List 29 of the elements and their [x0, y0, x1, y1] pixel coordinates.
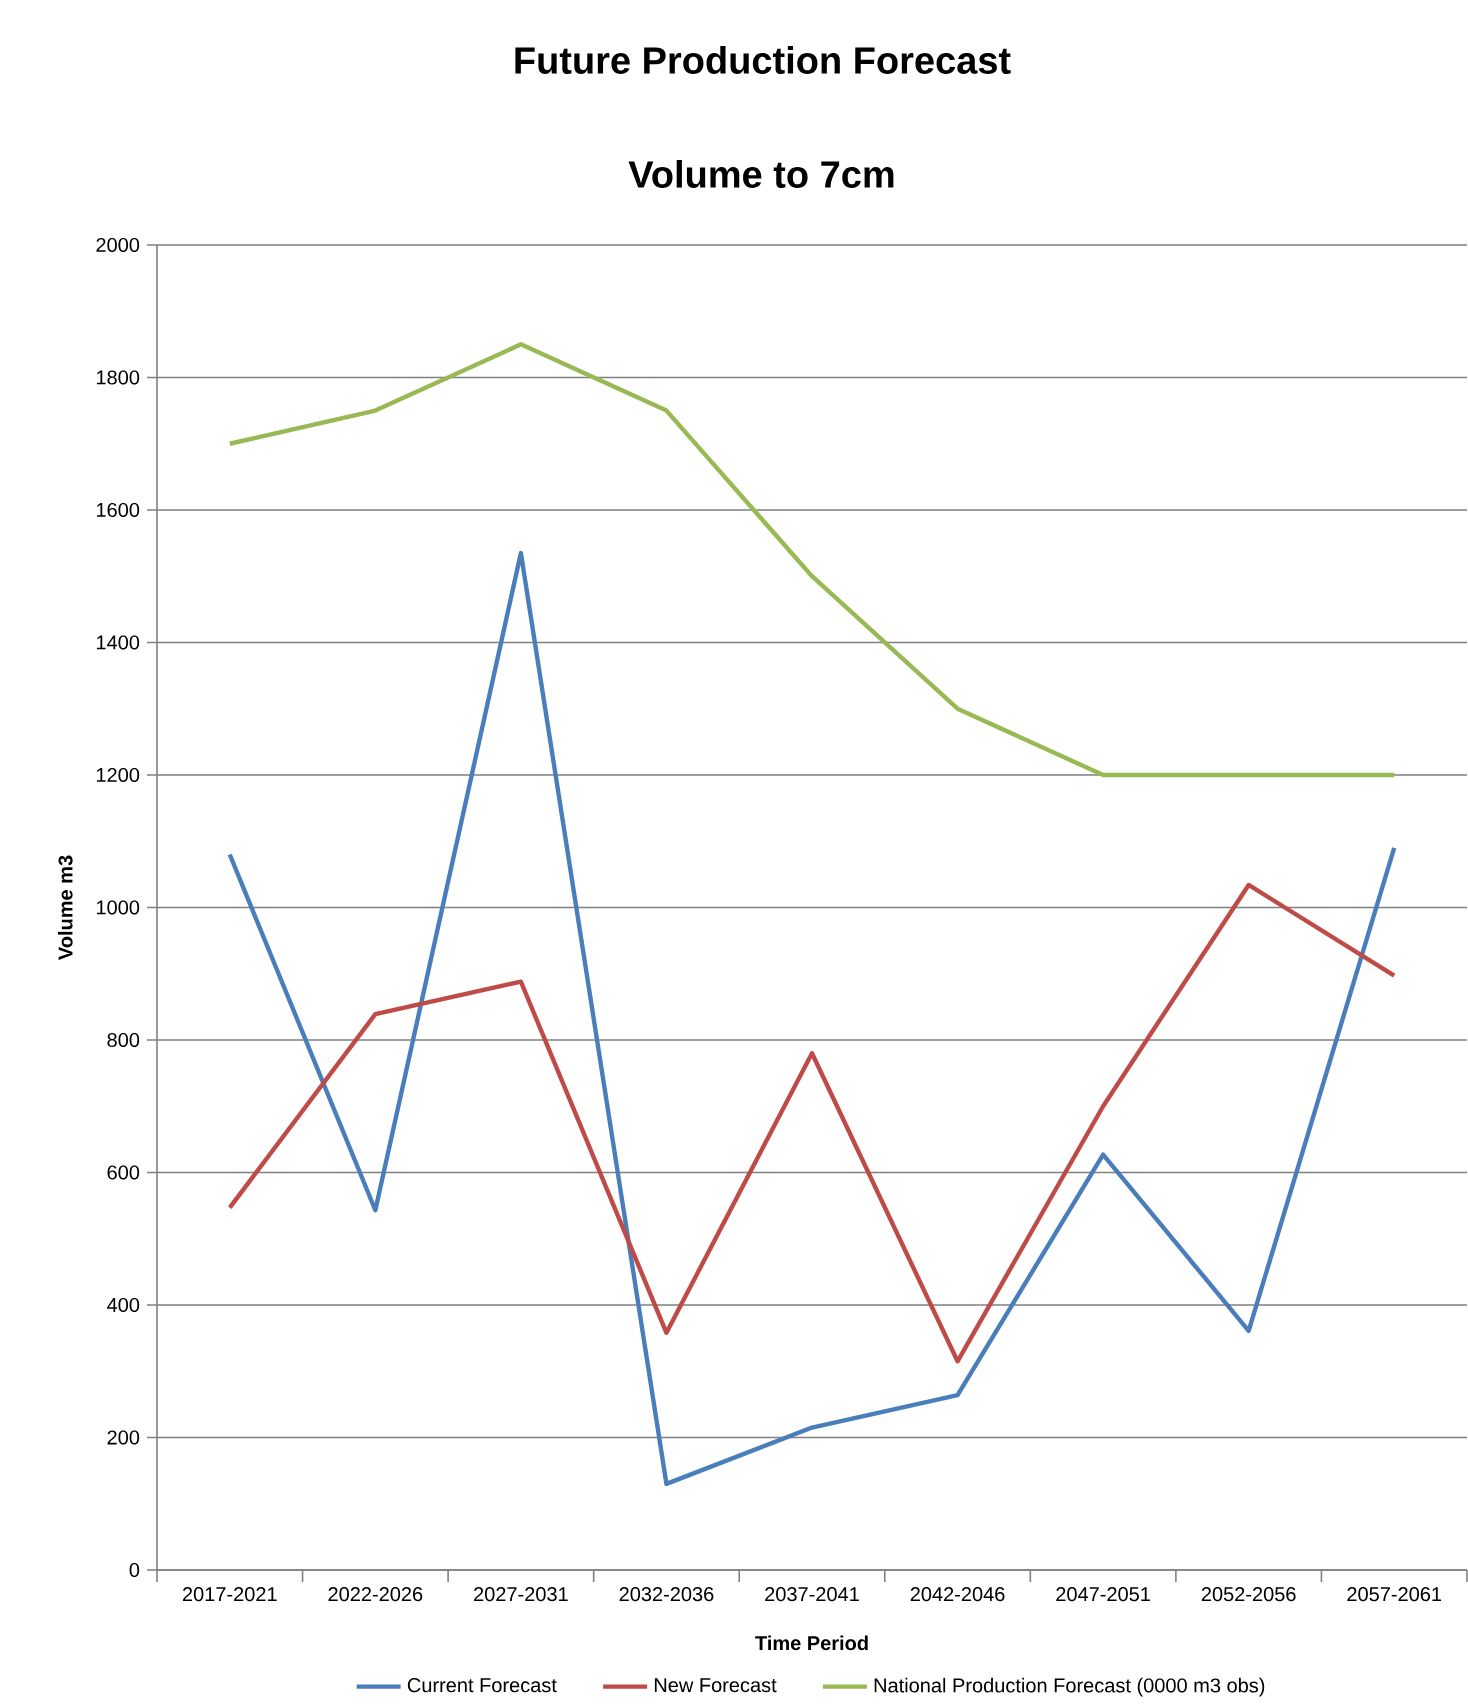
- x-tick-label: 2057-2061: [1347, 1587, 1442, 1602]
- y-tick-label: 800: [107, 1032, 140, 1048]
- line-series: [227, 550, 1397, 1487]
- chart-subtitle: Volume to 7cm: [628, 160, 894, 188]
- x-tick-label: 2047-2051: [1056, 1587, 1150, 1602]
- y-tick-label: 400: [107, 1297, 140, 1313]
- x-tick-label: 2022-2026: [328, 1587, 423, 1602]
- y-tick-label: 2000: [96, 237, 140, 253]
- legend-label: National Production Forecast (0000 m3 obs): [874, 1677, 1265, 1697]
- legend-label: Current Forecast: [407, 1678, 557, 1693]
- y-axis-title: Volume m3: [57, 855, 73, 960]
- x-tick-label: 2037-2041: [765, 1587, 859, 1602]
- y-tick-label: 600: [107, 1165, 140, 1180]
- y-tick-label: 1600: [96, 502, 140, 518]
- x-tick-label: 2017-2021: [182, 1587, 277, 1602]
- x-tick-label: 2032-2036: [619, 1587, 714, 1602]
- x-tick-label: 2042-2046: [910, 1587, 1005, 1602]
- legend-label: New Forecast: [654, 1678, 777, 1693]
- y-tick-label: 1000: [96, 900, 140, 915]
- y-tick-label: 1400: [96, 635, 140, 650]
- y-tick-label: 200: [107, 1430, 140, 1445]
- x-axis-title: Time Period: [755, 1635, 868, 1651]
- y-tick-label: 1800: [96, 370, 140, 385]
- y-tick-label: 0: [129, 1562, 140, 1578]
- chart-title: Future Production Forecast: [515, 46, 1011, 74]
- x-tick-label: 2052-2056: [1201, 1587, 1296, 1602]
- line-series: [227, 882, 1397, 1364]
- x-tick-label: 2027-2031: [474, 1587, 568, 1602]
- y-tick-label: 1200: [96, 767, 140, 783]
